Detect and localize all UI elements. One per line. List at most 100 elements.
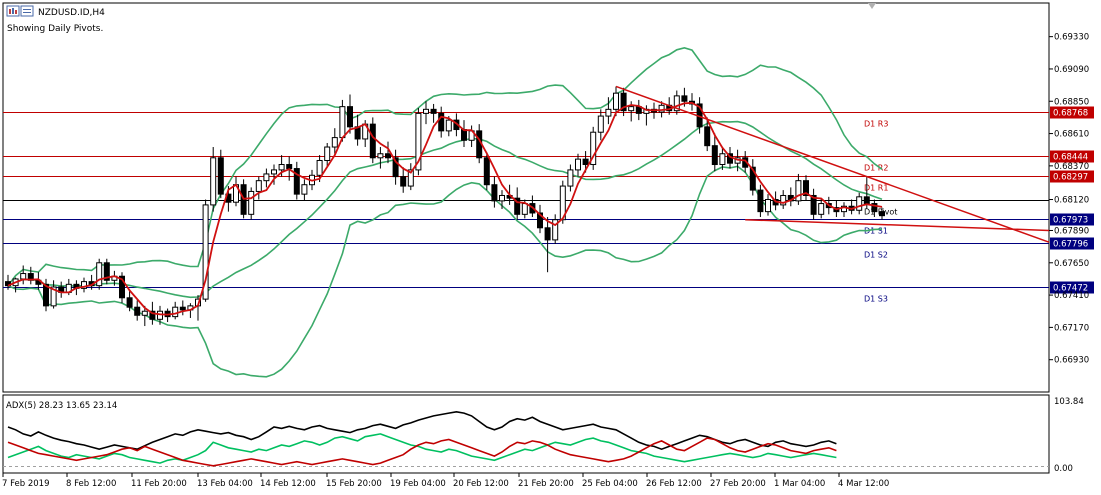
- candle-bull: [316, 159, 323, 176]
- candle-bull: [301, 184, 308, 195]
- candle-bear: [711, 145, 718, 166]
- pivot-price-tag-0: [1050, 106, 1094, 119]
- pivot-price-label-2: 0.68297: [1053, 173, 1088, 183]
- pivot-price-tag-1: [1050, 150, 1094, 163]
- adx-axis-top-label: 103.84: [1054, 397, 1084, 407]
- candle-bear: [293, 168, 300, 195]
- candle-bear: [347, 106, 353, 128]
- candle-bear: [863, 196, 870, 205]
- pivot-price-tag-4: [1050, 213, 1094, 226]
- adx-panel-frame: [2, 394, 1050, 474]
- time-tick-label: 4 Mar 12:00: [838, 479, 889, 489]
- candle-bull: [407, 169, 414, 187]
- adx-series-0: [7, 410, 837, 451]
- candle-bull: [499, 194, 505, 202]
- pivot-name-0: D1 R3: [864, 120, 888, 129]
- candle-bear: [149, 310, 156, 320]
- candle-bear: [119, 275, 125, 299]
- candle-bull: [141, 310, 148, 316]
- candle-bull: [521, 203, 528, 215]
- candle-bear: [438, 112, 445, 132]
- candle-bull: [552, 219, 559, 241]
- candle-bear: [385, 153, 391, 159]
- pivot-name-1: D1 R2: [864, 164, 888, 173]
- pivot-name-2: D1 R1: [864, 184, 888, 193]
- candle-bear: [582, 158, 589, 166]
- candle-bear: [871, 203, 878, 213]
- bollinger-middle-line: [7, 120, 883, 299]
- candle-bull: [559, 185, 566, 221]
- pivot-price-tag-5: [1050, 237, 1094, 250]
- pivots-subtitle: Showing Daily Pivots.: [7, 24, 103, 34]
- adx-axis-bottom-label: 0.00: [1054, 464, 1073, 474]
- candle-bear: [103, 262, 110, 281]
- price-tick-label: 0.67890: [1054, 226, 1089, 236]
- support-trendline: [745, 218, 1050, 232]
- pivot-name-4: D1 S1: [864, 227, 888, 236]
- moving-average-line: [7, 101, 883, 316]
- candle-bear: [43, 283, 49, 307]
- pivot-price-label-4: 0.67973: [1053, 216, 1088, 226]
- resistance-trendline: [615, 85, 1050, 243]
- pivot-price-label-1: 0.68444: [1053, 153, 1088, 163]
- candle-bear: [134, 306, 141, 316]
- symbol-title: NZDUSD.ID,H4: [38, 8, 105, 18]
- candle-bull: [255, 180, 262, 192]
- candle-bull: [673, 95, 680, 112]
- candle-bull: [719, 153, 726, 166]
- candle-bear: [704, 126, 711, 147]
- candle-bear: [179, 306, 186, 311]
- price-tick-label: 0.69330: [1054, 33, 1089, 43]
- pivot-price-label-6: 0.67472: [1053, 284, 1088, 294]
- candle-bear: [369, 123, 376, 159]
- price-tick-label: 0.67410: [1054, 291, 1089, 301]
- pivot-price-label-5: 0.67796: [1053, 240, 1088, 250]
- main-chart-frame: [2, 2, 1050, 393]
- candle-bull: [331, 137, 338, 148]
- candle-bear: [491, 184, 498, 202]
- candle-bull: [415, 112, 422, 171]
- candle-bull: [96, 262, 103, 287]
- candle-bull: [263, 173, 270, 182]
- time-tick-label: 25 Feb 04:00: [582, 479, 638, 489]
- candle-bull: [567, 169, 574, 187]
- candle-bear: [681, 95, 688, 102]
- candle-bear: [879, 211, 885, 217]
- time-tick-label: 13 Feb 04:00: [197, 479, 253, 489]
- candle-bull: [271, 169, 277, 175]
- candle-bear: [803, 180, 809, 196]
- adx-label: ADX(5) 28.23 13.65 23.14: [6, 401, 117, 411]
- time-tick-label: 27 Feb 20:00: [710, 479, 766, 489]
- candle-bear: [461, 129, 467, 141]
- candle-bear: [286, 164, 293, 170]
- candle-bull: [210, 157, 217, 206]
- candle-bull: [81, 281, 87, 289]
- candle-bull: [157, 310, 163, 320]
- candle-bear: [217, 157, 224, 195]
- price-tick-label: 0.68120: [1054, 196, 1089, 206]
- candle-bull: [841, 205, 847, 213]
- pivot-price-tag-2: [1050, 170, 1094, 183]
- candle-bull: [780, 194, 787, 206]
- candle-bear: [810, 194, 817, 215]
- candle-bull: [575, 158, 581, 171]
- candle-bull: [795, 180, 802, 202]
- time-tick-label: 26 Feb 12:00: [646, 479, 702, 489]
- price-tick-label: 0.68610: [1054, 130, 1089, 140]
- adx-series-1: [7, 433, 837, 464]
- candle-bear: [392, 157, 399, 178]
- candle-bull: [590, 131, 597, 166]
- candle-bull: [658, 104, 665, 113]
- candle-bull: [172, 306, 179, 318]
- candle-bull: [597, 115, 604, 133]
- price-tick-label: 0.66930: [1054, 356, 1089, 366]
- candle-bear: [620, 92, 627, 112]
- shift-marker-icon[interactable]: [868, 3, 876, 9]
- candle-bull: [613, 92, 619, 110]
- chart-type-icon: [6, 5, 34, 17]
- time-tick-label: 20 Feb 12:00: [453, 479, 509, 489]
- time-tick-label: 11 Feb 20:00: [131, 479, 187, 489]
- candle-bear: [483, 157, 490, 186]
- price-tick-label: 0.68850: [1054, 97, 1089, 107]
